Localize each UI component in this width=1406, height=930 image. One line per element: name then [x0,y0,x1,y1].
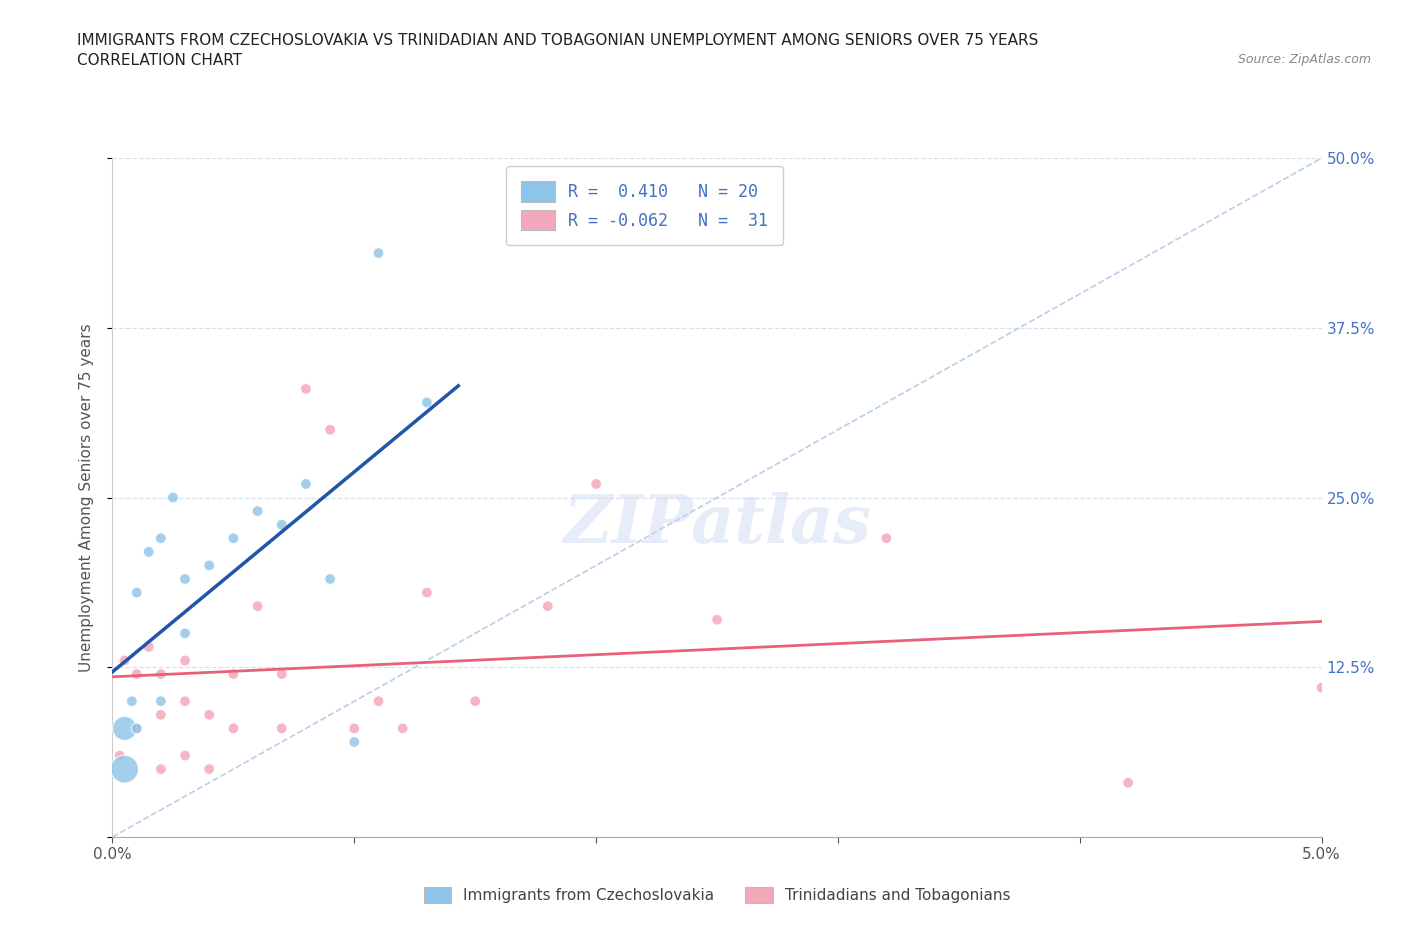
Text: CORRELATION CHART: CORRELATION CHART [77,53,242,68]
Point [198,558,221,573]
Point [222,721,245,736]
Point [114,653,136,668]
Y-axis label: Unemployment Among Seniors over 75 years: Unemployment Among Seniors over 75 years [79,324,94,671]
Point [585,476,607,491]
Point [295,476,318,491]
Point [319,572,342,587]
Point [149,694,172,709]
Point [270,517,292,532]
Point [125,667,148,682]
Point [174,748,197,763]
Text: Source: ZipAtlas.com: Source: ZipAtlas.com [1237,53,1371,66]
Point [125,721,148,736]
Point [125,585,148,600]
Point [174,653,197,668]
Point [121,694,143,709]
Point [174,572,197,587]
Point [138,544,160,559]
Point [416,395,439,410]
Point [391,721,413,736]
Point [367,694,389,709]
Point [198,708,221,723]
Point [367,246,389,260]
Point [270,721,292,736]
Point [222,667,245,682]
Point [875,531,897,546]
Point [295,381,318,396]
Point [162,490,184,505]
Point [149,531,172,546]
Point [1310,680,1333,695]
Point [246,599,269,614]
Point [125,721,148,736]
Point [537,599,560,614]
Point [174,694,197,709]
Point [319,422,342,437]
Point [246,504,269,519]
Point [416,585,439,600]
Point [108,748,131,763]
Point [114,762,136,777]
Point [174,626,197,641]
Point [343,735,366,750]
Point [706,612,728,627]
Point [114,721,136,736]
Point [464,694,486,709]
Text: ZIPatlas: ZIPatlas [564,492,870,557]
Point [138,640,160,655]
Point [198,762,221,777]
Point [270,667,292,682]
Point [149,762,172,777]
Point [343,721,366,736]
Point [222,531,245,546]
Point [1116,776,1139,790]
Point [149,667,172,682]
Point [149,708,172,723]
Text: IMMIGRANTS FROM CZECHOSLOVAKIA VS TRINIDADIAN AND TOBAGONIAN UNEMPLOYMENT AMONG : IMMIGRANTS FROM CZECHOSLOVAKIA VS TRINID… [77,33,1039,47]
Legend: Immigrants from Czechoslovakia, Trinidadians and Tobagonians: Immigrants from Czechoslovakia, Trinidad… [416,880,1018,910]
